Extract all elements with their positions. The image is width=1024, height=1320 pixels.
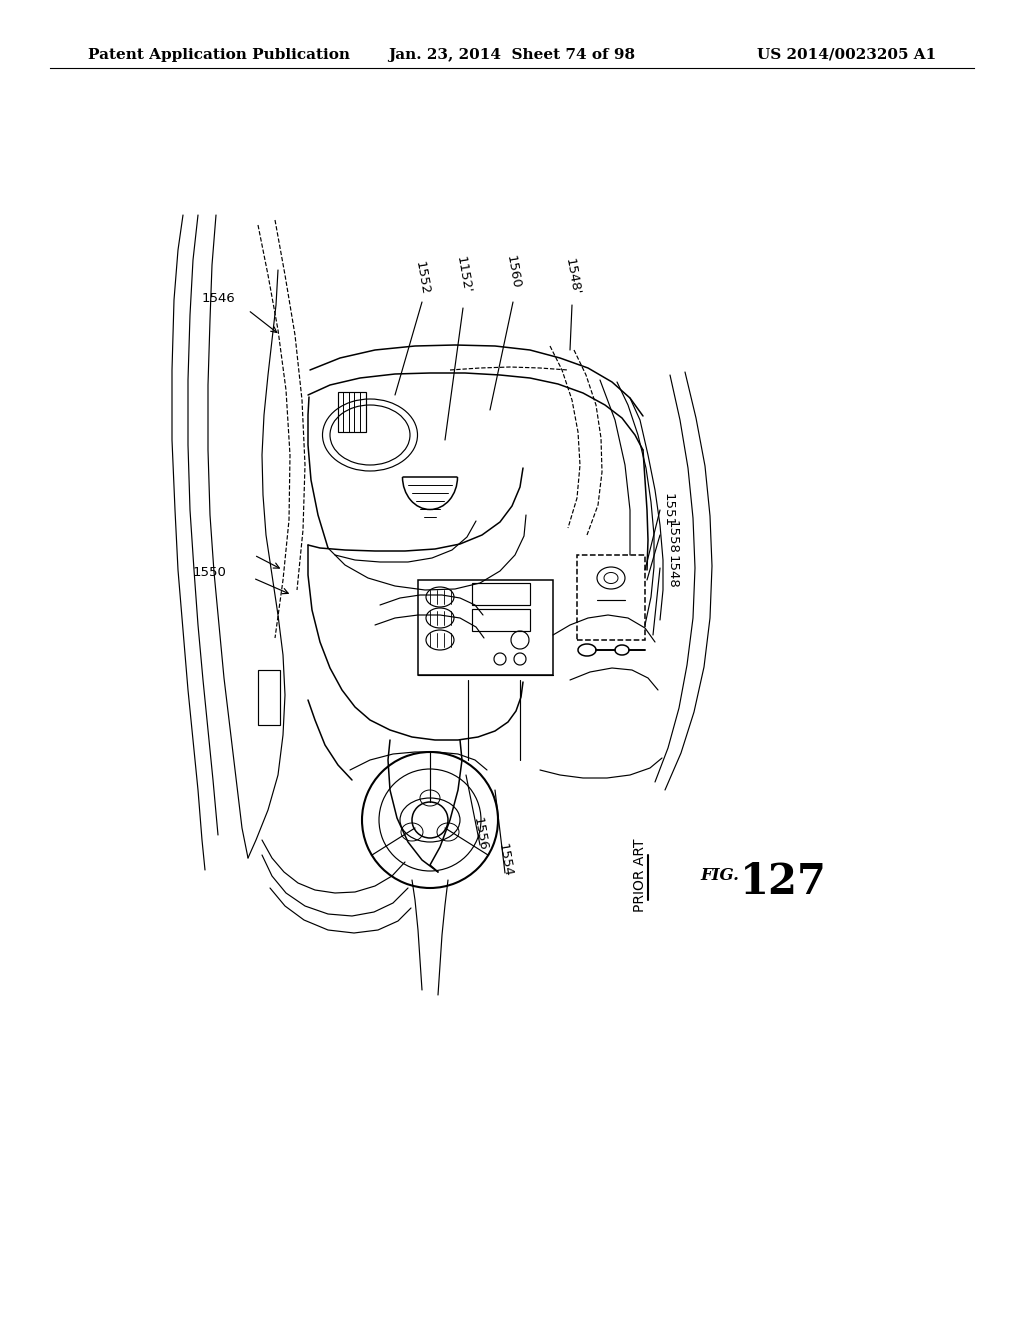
- Text: 1552: 1552: [413, 260, 431, 296]
- Text: Patent Application Publication: Patent Application Publication: [88, 48, 350, 62]
- Text: 1550: 1550: [194, 565, 227, 578]
- Bar: [472, 609, 530, 631]
- Text: 1558: 1558: [666, 520, 679, 554]
- Text: 1556: 1556: [471, 816, 489, 851]
- Text: 127: 127: [740, 861, 826, 903]
- Text: PRIOR ART: PRIOR ART: [633, 838, 647, 912]
- Text: 1551: 1551: [662, 492, 675, 527]
- Text: US 2014/0023205 A1: US 2014/0023205 A1: [757, 48, 936, 62]
- Text: 1554: 1554: [496, 842, 514, 878]
- Bar: [258, 671, 280, 725]
- Text: 1548: 1548: [666, 556, 679, 589]
- Text: 1560: 1560: [504, 255, 522, 290]
- Bar: [338, 392, 366, 432]
- Text: 1548': 1548': [562, 257, 582, 296]
- Bar: [418, 579, 553, 675]
- Bar: [472, 583, 530, 605]
- Text: 1152': 1152': [454, 256, 473, 294]
- Text: 1546: 1546: [201, 292, 234, 305]
- Text: FIG.: FIG.: [700, 866, 744, 883]
- Text: Jan. 23, 2014  Sheet 74 of 98: Jan. 23, 2014 Sheet 74 of 98: [388, 48, 636, 62]
- Bar: [577, 554, 645, 640]
